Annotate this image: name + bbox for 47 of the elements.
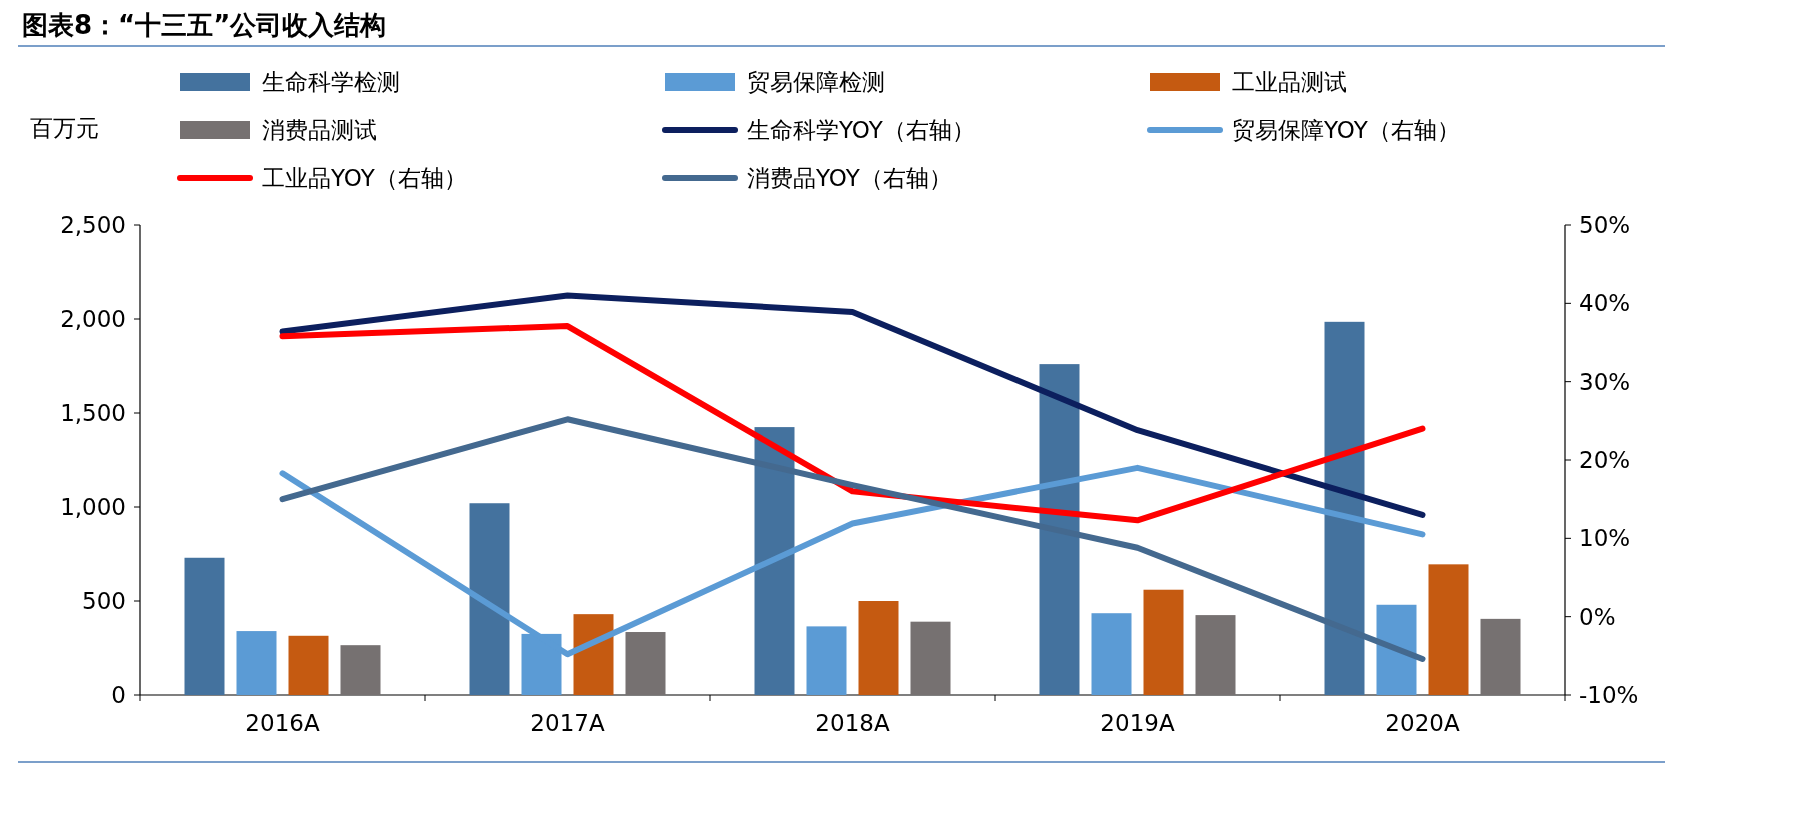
x-tick-label: 2017A — [530, 710, 605, 736]
y-tick-label: 2,000 — [60, 306, 126, 332]
x-tick-label: 2018A — [815, 710, 890, 736]
bar — [236, 631, 277, 695]
legend-label: 消费品YOY（右轴） — [747, 165, 952, 191]
bar — [1428, 564, 1469, 695]
bar — [1039, 364, 1080, 695]
y-tick-label: 0 — [111, 682, 126, 708]
legend-label: 工业品YOY（右轴） — [262, 165, 467, 191]
legend-label: 工业品测试 — [1232, 69, 1347, 95]
bar — [288, 635, 329, 695]
bar — [1376, 604, 1417, 695]
y2-tick-label: 10% — [1579, 525, 1631, 552]
chart-title: 图表8：“十三五”公司收入结构 — [22, 10, 387, 40]
bar — [625, 632, 666, 695]
bar — [1143, 589, 1184, 695]
legend-label: 消费品测试 — [262, 117, 377, 143]
y2-tick-label: 50% — [1579, 212, 1631, 238]
x-tick-label: 2016A — [245, 710, 320, 736]
bar — [910, 621, 951, 695]
bar — [469, 503, 510, 695]
y-tick-label: 1,000 — [60, 494, 126, 520]
bar — [1324, 321, 1365, 695]
bar — [184, 557, 225, 695]
bar — [754, 427, 795, 695]
x-tick-label: 2020A — [1385, 710, 1460, 736]
y2-tick-label: -10% — [1579, 682, 1639, 708]
bar — [340, 645, 381, 695]
legend-label: 贸易保障YOY（右轴） — [1232, 117, 1460, 143]
bar — [1091, 613, 1132, 695]
bar — [1480, 618, 1521, 695]
bar — [858, 601, 899, 695]
y-tick-label: 500 — [82, 588, 126, 614]
y2-tick-label: 40% — [1579, 290, 1631, 317]
bar — [1195, 615, 1236, 695]
legend-label: 生命科学YOY（右轴） — [747, 117, 975, 143]
bar — [573, 614, 614, 695]
y2-tick-label: 30% — [1579, 368, 1631, 395]
y-tick-label: 1,500 — [60, 400, 126, 426]
y-axis-title: 百万元 — [30, 115, 99, 141]
y-tick-label: 2,500 — [60, 212, 126, 238]
y2-tick-label: 20% — [1579, 447, 1631, 473]
x-tick-label: 2019A — [1100, 710, 1175, 736]
y2-tick-label: 0% — [1579, 603, 1616, 630]
legend-label: 贸易保障检测 — [747, 69, 885, 95]
bar — [806, 626, 847, 695]
legend-label: 生命科学检测 — [262, 69, 400, 95]
